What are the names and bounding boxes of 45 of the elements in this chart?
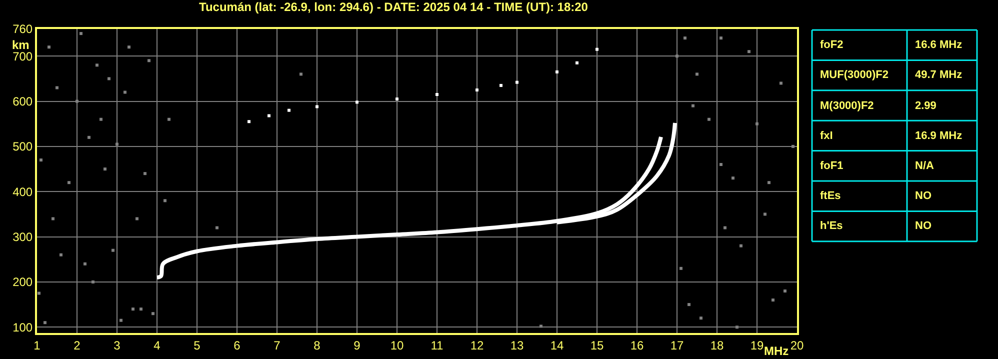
x-tick-label: 6 — [234, 338, 241, 352]
text: MUF(3000)F2 — [820, 69, 888, 81]
text: NO — [915, 190, 932, 202]
text: 16.6 MHz — [915, 39, 963, 51]
y-axis-title: km — [12, 38, 30, 52]
x-tick-label: 14 — [550, 338, 564, 352]
x-tick-label: 16 — [630, 338, 644, 352]
x-tick-label: 5 — [194, 338, 201, 352]
x-tick-label: 20 — [790, 338, 804, 352]
x-tick-label: 7 — [274, 338, 281, 352]
text: h'Es — [820, 220, 843, 232]
y-tick-label: 100 — [12, 320, 33, 334]
y-tick-label: 600 — [12, 94, 33, 108]
y-tick-label: 760 — [12, 22, 33, 36]
x-tick-label: 17 — [670, 338, 684, 352]
x-tick-label: 15 — [590, 338, 604, 352]
text: foF2 — [820, 39, 844, 51]
x-tick-label: 19 — [750, 338, 764, 352]
y-tick-label: 400 — [12, 184, 33, 199]
text: NO — [915, 220, 932, 232]
text: 2.99 — [915, 100, 936, 112]
x-tick-label: 12 — [470, 338, 484, 352]
y-tick-label: 200 — [12, 275, 33, 290]
chart-title: Tucumán (lat: -26.9, lon: 294.6) - DATE: 2025 04 14 - TIME (UT): 18:20 — [199, 0, 588, 14]
x-tick-label: 8 — [314, 338, 321, 352]
x-tick-label: 2 — [74, 338, 81, 352]
text: M(3000)F2 — [820, 100, 874, 112]
y-tick-label: 700 — [12, 49, 33, 64]
x-axis-title: MHz — [764, 344, 789, 358]
x-tick-label: 1 — [34, 338, 41, 352]
text: 49.7 MHz — [915, 69, 963, 81]
y-tick-label: 300 — [12, 230, 33, 244]
x-tick-label: 10 — [390, 338, 404, 352]
x-tick-label: 3 — [114, 338, 121, 352]
text: 16.9 MHz — [915, 130, 963, 142]
x-tick-label: 9 — [354, 338, 361, 352]
x-tick-label: 18 — [710, 338, 724, 352]
x-tick-label: 11 — [430, 338, 444, 352]
text: foF1 — [820, 160, 844, 172]
x-tick-label: 13 — [510, 338, 524, 352]
text: ftEs — [820, 190, 841, 202]
text: N/A — [915, 160, 934, 172]
x-tick-label: 4 — [154, 338, 161, 352]
text: fxI — [820, 130, 833, 142]
y-tick-label: 500 — [12, 140, 33, 154]
